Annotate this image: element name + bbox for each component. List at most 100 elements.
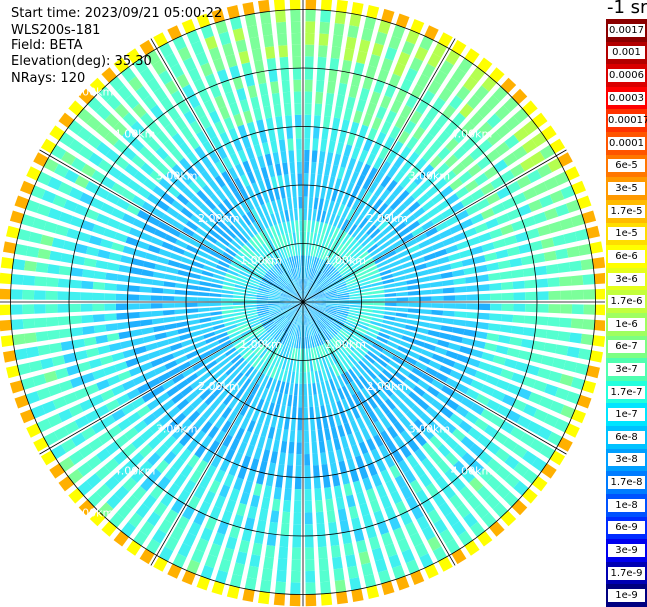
ray-gate: [354, 214, 365, 226]
ray-gate: [256, 265, 267, 275]
ray-gate: [399, 444, 412, 459]
ray-gate: [245, 146, 255, 160]
ray-gate: [318, 370, 324, 382]
ray-gate: [291, 281, 298, 292]
ray-gate: [303, 293, 312, 302]
ray-gate: [533, 181, 548, 196]
ray-gate: [383, 283, 396, 289]
ray-gate: [132, 103, 147, 118]
ray-gate: [114, 103, 130, 119]
ray-gate: [164, 509, 179, 524]
ray-gate: [481, 208, 495, 220]
ray-gate: [286, 126, 293, 139]
ray-gate: [442, 287, 455, 294]
ray-gate: [247, 420, 256, 433]
ray-gate: [248, 238, 259, 250]
ray-gate: [262, 191, 270, 204]
ray-gate: [171, 442, 184, 456]
ray-gate: [155, 443, 169, 458]
ring-label: 1.00km: [240, 254, 282, 267]
ray-gate: [284, 382, 290, 395]
ray-gate: [392, 184, 404, 197]
ray-gate: [404, 67, 418, 83]
ray-gate: [400, 160, 413, 174]
ray-gate: [461, 452, 476, 466]
ray-gate: [506, 410, 521, 423]
ray-gate: [171, 499, 185, 514]
ray-gate: [164, 466, 178, 481]
ray-gate: [40, 357, 54, 370]
ray-gate: [373, 434, 384, 448]
ray-gate: [394, 317, 407, 323]
ray-gate: [256, 193, 265, 206]
ray-gate: [338, 130, 347, 144]
ray-gate: [232, 298, 245, 302]
ray-gate: [248, 354, 259, 366]
ray-gate: [445, 538, 461, 554]
ray-gate: [191, 548, 205, 564]
ray-gate: [334, 11, 347, 25]
ray-gate: [122, 443, 137, 458]
ray-gate: [284, 417, 290, 430]
ray-gate: [68, 187, 84, 201]
ray-gate: [98, 431, 113, 445]
ray-gate: [280, 305, 292, 309]
ray-gate: [318, 150, 326, 164]
ray-gate: [412, 385, 426, 397]
ray-gate: [355, 270, 367, 278]
ray-gate: [256, 471, 265, 485]
ray-gate: [209, 250, 222, 259]
ray-gate: [80, 292, 93, 301]
ray-gate: [495, 345, 509, 355]
ray-gate: [70, 216, 84, 228]
ray-gate: [290, 268, 296, 281]
ray-gate: [71, 432, 86, 447]
ray-gate: [522, 327, 536, 337]
radial-line: [302, 38, 456, 303]
ray-gate: [244, 293, 257, 297]
ray-gate: [199, 371, 212, 383]
ray-gate: [203, 376, 216, 388]
ray-gate: [153, 87, 168, 102]
ray-gate: [241, 378, 252, 390]
ray-gate: [495, 448, 510, 463]
ray-gate: [78, 145, 94, 160]
ray-gate: [273, 403, 281, 417]
ray-gate: [293, 336, 298, 349]
ray-gate: [294, 313, 300, 325]
ray-gate: [208, 179, 220, 193]
ray-gate: [484, 95, 500, 111]
ray-gate: [192, 261, 205, 269]
ray-gate: [282, 429, 289, 442]
colorbar-segment: 6e-6: [606, 245, 647, 269]
ray-gate: [291, 336, 296, 348]
ray-gate: [358, 441, 369, 455]
ray-gate: [221, 294, 234, 298]
ray-gate: [331, 321, 342, 330]
ray-gate: [536, 304, 549, 313]
ray-gate: [320, 331, 329, 343]
ray-gate: [214, 95, 226, 109]
ray-gate: [504, 134, 520, 149]
ray-gate: [478, 450, 493, 465]
ray-gate: [113, 139, 128, 154]
ray-gate: [67, 119, 84, 135]
ray-gate: [93, 270, 107, 280]
ray-gate: [355, 346, 367, 357]
ray-gate: [97, 249, 111, 259]
ray-gate: [371, 285, 384, 291]
ray-gate: [210, 311, 222, 316]
ray-gate: [320, 593, 333, 606]
ray-gate: [296, 442, 302, 455]
ray-gate: [125, 236, 139, 247]
ray-gate: [262, 349, 271, 361]
ray-gate: [453, 460, 467, 475]
ray-gate: [186, 308, 199, 314]
ray-gate: [259, 130, 268, 144]
ray-gate: [185, 391, 198, 403]
ray-gate: [177, 269, 190, 277]
ray-gate: [392, 407, 404, 420]
ray-gate: [512, 314, 525, 324]
ray-gate: [159, 42, 174, 58]
ray-gate: [219, 459, 231, 473]
